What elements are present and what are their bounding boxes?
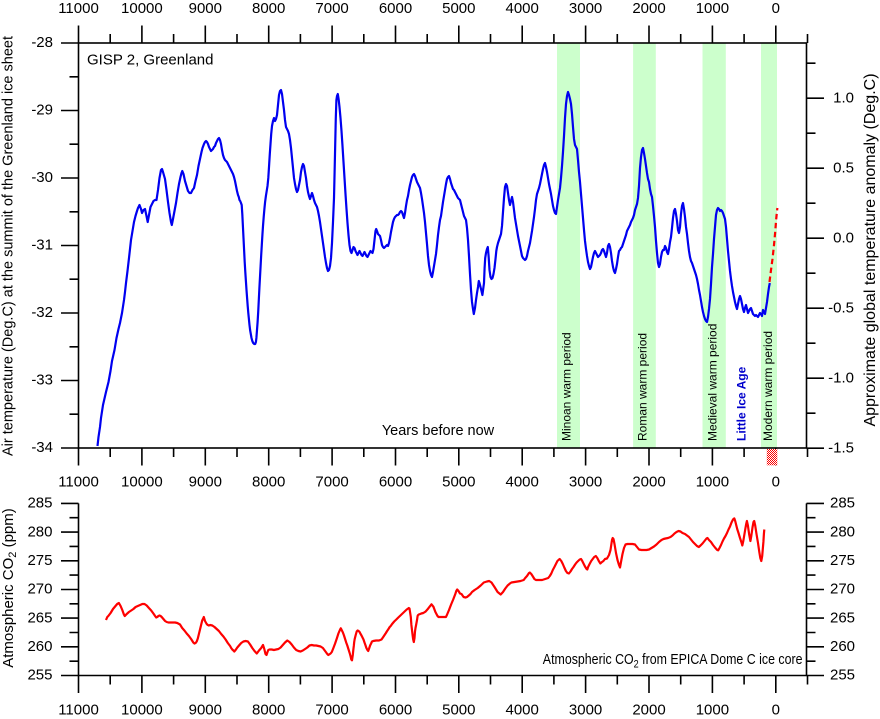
svg-text:0: 0 xyxy=(772,0,780,17)
svg-text:280: 280 xyxy=(27,523,52,540)
svg-text:11000: 11000 xyxy=(58,0,99,17)
svg-text:8000: 8000 xyxy=(252,0,285,17)
svg-text:4000: 4000 xyxy=(506,702,539,719)
svg-text:-31: -31 xyxy=(31,237,53,254)
svg-text:5000: 5000 xyxy=(442,702,475,719)
svg-text:285: 285 xyxy=(830,495,855,512)
svg-text:255: 255 xyxy=(27,667,52,684)
svg-text:2000: 2000 xyxy=(632,702,665,719)
svg-text:8000: 8000 xyxy=(252,702,285,719)
svg-text:11000: 11000 xyxy=(58,474,99,491)
svg-text:275: 275 xyxy=(27,552,52,569)
svg-text:265: 265 xyxy=(27,609,52,626)
svg-text:0: 0 xyxy=(772,474,780,491)
svg-text:-29: -29 xyxy=(31,102,53,119)
svg-text:3000: 3000 xyxy=(569,474,602,491)
svg-text:10000: 10000 xyxy=(121,0,163,17)
svg-text:11000: 11000 xyxy=(58,702,99,719)
svg-text:0: 0 xyxy=(772,702,780,719)
svg-text:0.5: 0.5 xyxy=(833,159,854,176)
svg-text:4000: 4000 xyxy=(506,0,539,17)
svg-text:1.0: 1.0 xyxy=(833,89,854,106)
svg-text:-33: -33 xyxy=(31,372,53,389)
svg-text:-32: -32 xyxy=(31,304,53,321)
svg-text:8000: 8000 xyxy=(252,474,285,491)
svg-text:10000: 10000 xyxy=(121,702,163,719)
svg-text:-34: -34 xyxy=(31,439,53,456)
svg-text:1000: 1000 xyxy=(696,474,729,491)
svg-text:-28: -28 xyxy=(31,34,53,51)
svg-text:Approximate global temperature: Approximate global temperature anomaly (… xyxy=(862,73,879,426)
svg-text:260: 260 xyxy=(27,638,52,655)
svg-text:2000: 2000 xyxy=(632,474,665,491)
svg-text:275: 275 xyxy=(830,552,855,569)
svg-text:270: 270 xyxy=(27,581,52,598)
svg-text:285: 285 xyxy=(27,495,52,512)
svg-text:7000: 7000 xyxy=(315,702,348,719)
svg-text:Atmospheric CO2 (ppm): Atmospheric CO2 (ppm) xyxy=(0,508,19,668)
svg-text:9000: 9000 xyxy=(189,0,222,17)
svg-text:7000: 7000 xyxy=(315,474,348,491)
svg-text:Little Ice Age: Little Ice Age xyxy=(735,366,749,441)
svg-text:Roman warm period: Roman warm period xyxy=(636,333,650,441)
svg-text:9000: 9000 xyxy=(189,474,222,491)
svg-text:GISP 2, Greenland: GISP 2, Greenland xyxy=(87,52,213,69)
svg-text:2000: 2000 xyxy=(632,0,665,17)
svg-text:Modern warm period: Modern warm period xyxy=(761,331,775,441)
svg-text:260: 260 xyxy=(830,638,855,655)
svg-text:10000: 10000 xyxy=(121,474,163,491)
svg-text:255: 255 xyxy=(830,667,855,684)
svg-text:4000: 4000 xyxy=(506,474,539,491)
svg-text:Medieval warm period: Medieval warm period xyxy=(706,324,720,441)
svg-text:3000: 3000 xyxy=(569,0,602,17)
svg-text:Air temperature (Deg.C) at the: Air temperature (Deg.C) at the summit of… xyxy=(0,35,17,456)
svg-text:0.0: 0.0 xyxy=(833,229,854,246)
svg-text:Years before now: Years before now xyxy=(382,423,495,439)
svg-text:-1.5: -1.5 xyxy=(828,439,854,456)
svg-text:265: 265 xyxy=(830,609,855,626)
svg-text:-0.5: -0.5 xyxy=(828,299,854,316)
svg-text:Atmospheric CO2 from EPICA Dom: Atmospheric CO2 from EPICA Dome C ice co… xyxy=(543,651,803,671)
svg-text:5000: 5000 xyxy=(442,474,475,491)
svg-text:6000: 6000 xyxy=(379,474,412,491)
svg-text:-1.0: -1.0 xyxy=(828,369,854,386)
svg-text:3000: 3000 xyxy=(569,702,602,719)
svg-text:6000: 6000 xyxy=(379,0,412,17)
svg-text:1000: 1000 xyxy=(696,0,729,17)
svg-text:6000: 6000 xyxy=(379,702,412,719)
svg-text:-30: -30 xyxy=(31,169,53,186)
svg-text:Minoan warm period: Minoan warm period xyxy=(560,332,574,441)
svg-text:1000: 1000 xyxy=(696,702,729,719)
svg-text:7000: 7000 xyxy=(315,0,348,17)
svg-text:9000: 9000 xyxy=(189,702,222,719)
svg-text:280: 280 xyxy=(830,523,855,540)
svg-text:5000: 5000 xyxy=(442,0,475,17)
svg-text:270: 270 xyxy=(830,581,855,598)
